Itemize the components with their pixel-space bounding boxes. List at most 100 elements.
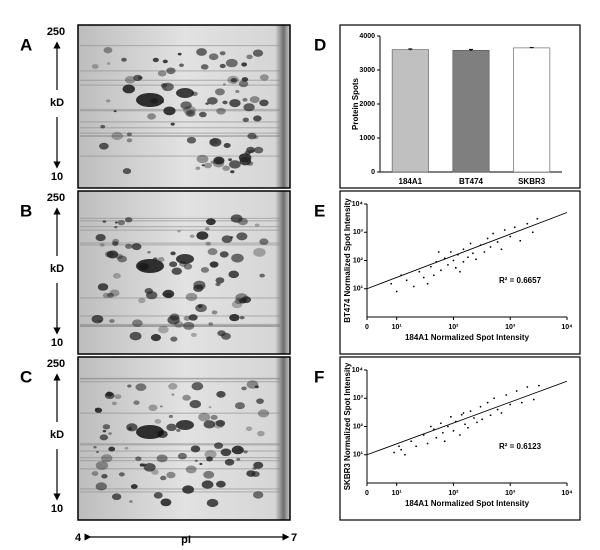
scatter-point	[519, 239, 522, 242]
gel-band	[80, 378, 280, 380]
gel-spot	[213, 159, 225, 168]
gel-spot	[243, 103, 255, 112]
scatter-point	[415, 445, 418, 448]
scatter-point	[447, 263, 449, 266]
gel-spot	[95, 482, 107, 491]
gel-spot	[146, 291, 158, 300]
scatter-point	[439, 269, 442, 272]
x-axis-label: 184A1 Normalized Spot Intensity	[405, 499, 530, 508]
gel-spot	[135, 383, 147, 392]
y-tick-label: 10³	[353, 395, 364, 402]
fit-line	[366, 212, 568, 290]
x-tick-label: 10¹	[392, 324, 403, 331]
gel-spot	[225, 58, 238, 68]
gel-spot	[215, 277, 225, 284]
gel-spot	[162, 293, 166, 296]
gel-spot	[176, 420, 194, 430]
scatter-point	[418, 270, 421, 273]
panel-label: C	[20, 367, 32, 386]
scatter-point	[412, 285, 415, 288]
gel-image	[77, 190, 291, 355]
gel-spot	[208, 53, 219, 61]
scatter-point	[426, 442, 429, 445]
gel-spot	[170, 251, 176, 256]
gel-spot	[209, 261, 219, 268]
gel-spot	[222, 165, 230, 171]
gel-spot	[99, 142, 109, 150]
gel-spot	[117, 255, 127, 263]
y-tick-label: 10¹	[353, 452, 364, 459]
scatter-point	[462, 412, 465, 414]
gel-spot	[220, 448, 232, 457]
gel-spot	[185, 292, 198, 302]
gel-spot	[177, 230, 181, 233]
scatter-point	[390, 282, 393, 285]
gel-spot	[133, 400, 140, 405]
gel-spot	[191, 382, 204, 391]
scatter-point	[432, 274, 435, 277]
scatter-point	[500, 412, 503, 414]
gel-spot	[91, 314, 104, 324]
gel-mw-top: 250	[47, 26, 65, 38]
gel-spot	[196, 154, 209, 164]
gel-spot	[189, 400, 202, 409]
gel-spot	[131, 319, 143, 328]
gel-spot	[125, 217, 133, 223]
gel-spot	[171, 267, 182, 275]
scatter-point	[471, 252, 474, 255]
y-axis-label: BT474 Normalized Spot Intensity	[343, 198, 352, 323]
gel-band	[80, 242, 280, 244]
gel-spot	[99, 243, 105, 247]
scatter-point	[462, 260, 465, 263]
gel-spot	[228, 158, 233, 162]
gel-spot	[97, 283, 109, 291]
scatter-point	[400, 448, 403, 451]
gel-spot	[102, 292, 110, 298]
gel-spot	[188, 314, 198, 321]
gel-spot	[99, 434, 109, 441]
scatter-point	[449, 415, 452, 418]
scatter-point	[493, 397, 496, 400]
gel-spot	[183, 321, 195, 330]
scatter-point	[460, 413, 463, 416]
gel-band	[80, 444, 280, 446]
gel-spot	[257, 430, 265, 437]
gel-spot	[246, 470, 256, 477]
gel-spot	[253, 461, 264, 469]
gel-spot	[130, 484, 138, 490]
gel-spot	[189, 234, 195, 238]
gel-spot	[114, 394, 122, 400]
bar	[391, 49, 429, 173]
scatter-point	[538, 384, 540, 387]
gel-spot	[118, 472, 125, 477]
gel-spot	[215, 419, 226, 427]
y-axis-label: SKBR3 Normalized Spot Intensity	[343, 362, 352, 490]
gel-band	[80, 84, 280, 86]
gel-spot	[169, 261, 178, 268]
gel-spot	[183, 315, 191, 321]
gel-mw-bottom: 10	[51, 171, 63, 183]
annotation: R² = 0.6123	[499, 442, 542, 451]
scatter-point	[531, 231, 534, 234]
gel-spot	[207, 248, 218, 256]
gel-spot	[91, 64, 99, 69]
y-tick-label: 10²	[353, 257, 364, 264]
gel-spot	[238, 80, 249, 88]
gel-spot	[203, 420, 216, 429]
gel-spot	[176, 254, 194, 264]
gel-spot	[125, 243, 133, 249]
y-tick-label: 1000	[359, 135, 375, 142]
scatter-point	[496, 408, 499, 411]
scatter-point	[459, 270, 461, 273]
gel-spot	[180, 101, 192, 110]
scatter-point	[429, 265, 432, 268]
gel-band	[80, 491, 280, 493]
gel-spot	[236, 232, 248, 241]
gel-spot	[200, 266, 210, 273]
y-tick-label: 10⁴	[352, 367, 364, 374]
gel-spot	[122, 168, 132, 175]
gel-spot	[147, 250, 151, 254]
y-tick-label: 2000	[359, 101, 375, 108]
scatter-point	[509, 403, 512, 406]
gel-spot	[103, 47, 113, 54]
